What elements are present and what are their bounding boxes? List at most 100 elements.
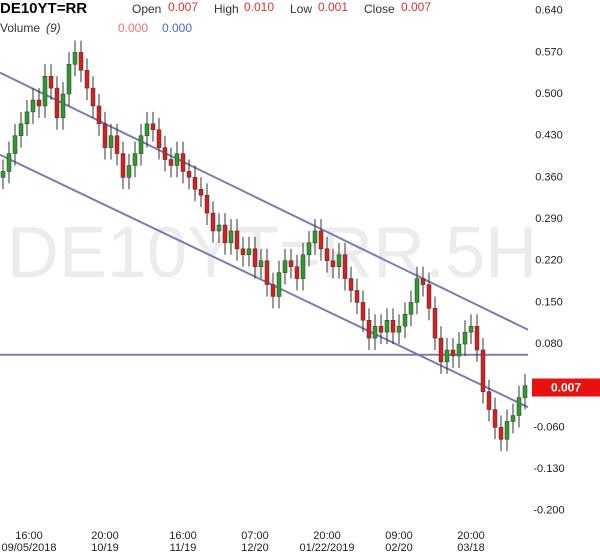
candle-body [30,99,36,113]
candle-body [276,272,282,297]
y-tick-label: 0.570 [535,46,563,58]
candle-body [150,123,156,131]
candle-body [228,230,234,244]
candle-body [18,123,24,136]
candle-body [12,135,18,154]
candle-body [324,248,330,261]
candle-body [180,153,186,172]
high-value: 0.010 [244,0,275,14]
candle-body [282,260,288,273]
candle-body [444,349,450,363]
candle-body [90,87,96,107]
y-tick-label: 0.360 [535,171,563,183]
y-tick-label: -0.200 [533,505,564,517]
candle-body [330,260,336,267]
candle-body [474,325,480,351]
candle-body [348,278,354,291]
candle-body [438,337,444,363]
candle-body [186,171,192,178]
candle-body [42,75,48,107]
y-tick-label: 0.640 [535,5,563,17]
trend-line [0,71,529,331]
candle-body [306,242,312,256]
candle-body [168,159,174,166]
candle-body [384,320,390,333]
candle-body [66,64,72,95]
candle-body [516,397,522,416]
candle-body [360,302,366,321]
x-tick-label: 09:00 02/20 [385,530,413,554]
candle-body [378,325,384,333]
candle-body [144,123,150,136]
candle-body [234,230,240,250]
candle-body [174,153,180,166]
candle-body [60,93,66,119]
candle-body [120,153,126,178]
candle-body [258,260,264,267]
close-value: 0.007 [401,0,432,14]
volume-label: Volume [0,21,41,35]
candle-body [456,343,462,357]
y-tick-label: -0.130 [533,463,564,475]
y-tick-label: -0.060 [533,421,564,433]
candle-body [318,230,324,250]
open-value: 0.007 [168,0,199,14]
candle-body [294,266,300,279]
candle-body [54,87,60,119]
candle-body [216,224,222,232]
volume-value: 0.000 [162,21,193,35]
candle-body [246,248,252,256]
volume-period: (9) [46,21,61,35]
candle-body [264,260,270,285]
candle-body [0,171,6,178]
y-tick-label: 0.080 [535,338,563,350]
x-tick-label: 20:00 03/18 [457,530,485,554]
candle-body [420,278,426,285]
candle-body [48,75,54,89]
candle-body [342,254,348,279]
candle-body [432,308,438,339]
low-value: 0.001 [318,0,349,14]
candle-body [426,284,432,309]
candle-body [462,331,468,345]
candle-body [162,147,168,160]
candle-body [210,212,216,232]
volume-value: 0.000 [118,21,149,35]
candle-body [132,153,138,166]
candle-body [6,153,12,172]
candle-body [510,415,516,422]
x-tick-label: 20:00 01/22/2019 [299,530,355,554]
candle-body [366,320,372,339]
candle-body [498,427,504,440]
candle-body [126,165,132,178]
x-tick-label: 16:00 11/19 [169,530,197,554]
high-label: High [214,2,239,16]
candle-body [486,391,492,410]
candle-body [96,105,102,125]
symbol: DE10YT=RR [0,0,88,17]
candle-body [414,278,420,303]
y-tick-label: 0.430 [535,130,563,142]
candle-body [240,248,246,256]
y-tick-label: 0.500 [535,88,563,100]
candle-body [492,409,498,428]
close-label: Close [364,2,395,16]
candle-body [222,224,228,244]
candle-body [300,254,306,279]
last-price-label: 0.007 [551,381,581,395]
candle-body [108,135,114,148]
candle-body [396,325,402,333]
candle-body [354,290,360,303]
candle-body [402,314,408,327]
candle-body [198,189,204,196]
x-tick-label: 20:00 10/19 [91,530,119,554]
candle-body [468,325,474,333]
candle-body [72,52,78,65]
last-price-badge [532,378,600,397]
candle-body [504,421,510,440]
candle-body [288,260,294,267]
x-tick-label: 16:00 09/05/2018 [1,530,57,554]
candle-body [204,194,210,214]
